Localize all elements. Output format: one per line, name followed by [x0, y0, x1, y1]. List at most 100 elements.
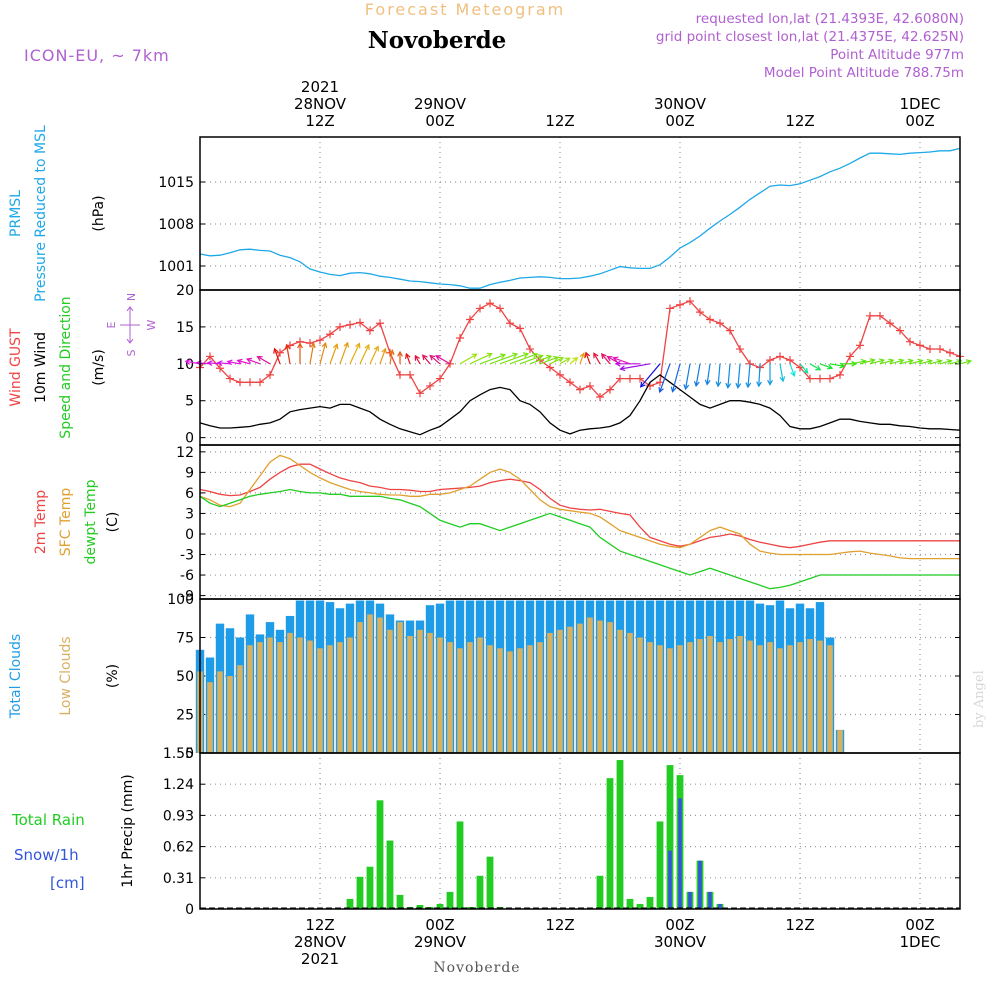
low-cloud-bar: [317, 648, 323, 753]
gust-marker: [886, 319, 894, 328]
pressure-y-tick-label: 1008: [158, 217, 194, 233]
rain-bar: [386, 840, 394, 909]
top-time-label: 00Z: [425, 112, 454, 130]
wind-arrow: [379, 348, 387, 365]
low-cloud-bar: [657, 645, 663, 753]
low-cloud-bar: [687, 642, 693, 753]
top-time-label: 1DEC: [899, 95, 940, 113]
gust-marker: [876, 311, 884, 320]
location-title: Novoberde: [368, 27, 507, 54]
wind-arrow-head: [364, 343, 370, 350]
wind-arrow-head: [206, 360, 213, 367]
wind-arrow: [747, 363, 751, 388]
wind-axis-label: (m/s): [91, 349, 107, 386]
wind-axis-label: Wind GUST: [8, 328, 24, 407]
wind-arrow: [559, 357, 570, 365]
gust-marker: [436, 374, 444, 383]
panel-precip: 0 0.31 0.62 0.93 1.24 1.55 Total Rain Snow/1h [c…: [11, 746, 961, 918]
low-cloud-bar: [247, 645, 253, 753]
gust-marker: [936, 345, 944, 354]
temperature-axis-label: (C): [105, 512, 121, 533]
wind-arrow-head: [499, 353, 507, 359]
precip-y-tick-label: 0: [185, 902, 194, 918]
gust-marker: [506, 319, 514, 328]
wind-arrow-head: [878, 358, 886, 364]
wind-arrow: [359, 344, 370, 365]
wind-arrow-head: [606, 355, 613, 362]
wind-arrow-head: [584, 351, 591, 358]
wind-arrow: [585, 352, 591, 365]
precip-frame: [199, 752, 961, 910]
snow-unit-label: [cm]: [50, 874, 85, 892]
temperature-y-tick-label: -3: [180, 548, 194, 564]
low-cloud-bar: [757, 645, 763, 753]
precip-grid: [200, 753, 960, 909]
wind-arrow: [706, 363, 711, 385]
temperature-sfc-line: [199, 454, 960, 560]
wind-arrow-head: [564, 357, 571, 363]
wind-arrow: [879, 359, 894, 365]
precip-y-tick-label: 0.93: [163, 808, 194, 824]
wind-arrow-head: [756, 381, 762, 388]
pressure-axis-label: PRMSL: [8, 190, 24, 237]
low-cloud-bar: [827, 645, 833, 753]
wind-arrow: [429, 355, 441, 365]
pressure-grid: [200, 137, 960, 290]
low-cloud-bar: [457, 648, 463, 753]
low-cloud-bar: [837, 729, 843, 753]
gust-marker: [526, 345, 534, 354]
gust-marker: [606, 385, 614, 394]
wind-arrow-head: [256, 355, 263, 362]
temperature-axis-label: 2m Temp: [33, 490, 49, 554]
wind-arrow-head: [767, 379, 773, 386]
precip-axis-label: 1hr Precip (mm): [120, 774, 136, 887]
wind-arrow: [909, 359, 923, 365]
gust-marker: [856, 341, 864, 350]
temperature-y-tick-label: -6: [180, 568, 194, 584]
low-cloud-bar: [597, 620, 603, 753]
snow-label: Snow/1h: [14, 846, 79, 864]
wind-arrow: [640, 363, 661, 388]
snow-bar: [708, 891, 712, 909]
wind-arrow: [809, 363, 821, 371]
wind-arrow-head: [936, 358, 943, 365]
wind-arrow: [684, 363, 691, 390]
low-cloud-bar: [207, 682, 213, 753]
wind-arrow: [237, 359, 251, 365]
pressure-y-tick-label: 1015: [158, 175, 194, 191]
credit-watermark: by Angel: [972, 670, 987, 728]
gust-marker: [466, 315, 474, 324]
rain-bar: [626, 898, 634, 909]
gust-marker: [516, 324, 524, 333]
wind-arrow: [309, 343, 315, 364]
wind-arrow-head: [898, 358, 905, 365]
low-cloud-bar: [487, 645, 493, 753]
gust-marker: [396, 370, 404, 379]
rain-bar: [376, 800, 384, 909]
gust-marker: [766, 356, 774, 365]
rain-bar: [346, 898, 354, 909]
wind-arrow: [671, 363, 681, 392]
rain-bar: [456, 821, 464, 909]
gust-marker: [456, 333, 464, 342]
gust-marker: [586, 381, 594, 390]
wind-arrow-head: [735, 382, 742, 389]
wind-axis-label: 10m Wind: [33, 332, 49, 403]
gust-marker: [696, 308, 704, 317]
wind-arrow: [414, 355, 421, 365]
wind-arrow-head: [907, 358, 914, 365]
wind-arrow: [758, 363, 761, 387]
compass-n: N: [125, 293, 138, 301]
low-cloud-bar: [267, 637, 273, 753]
temperature-axis-label: SFC Temp: [58, 488, 74, 557]
wind-arrow: [435, 355, 451, 365]
wind-arrow-head: [593, 352, 599, 359]
wind-arrow: [859, 359, 875, 365]
clouds-y-tick-label: 25: [176, 708, 194, 724]
gust-marker: [636, 374, 644, 383]
wind-arrow: [959, 360, 971, 365]
top-time-label: 28NOV: [294, 95, 347, 113]
